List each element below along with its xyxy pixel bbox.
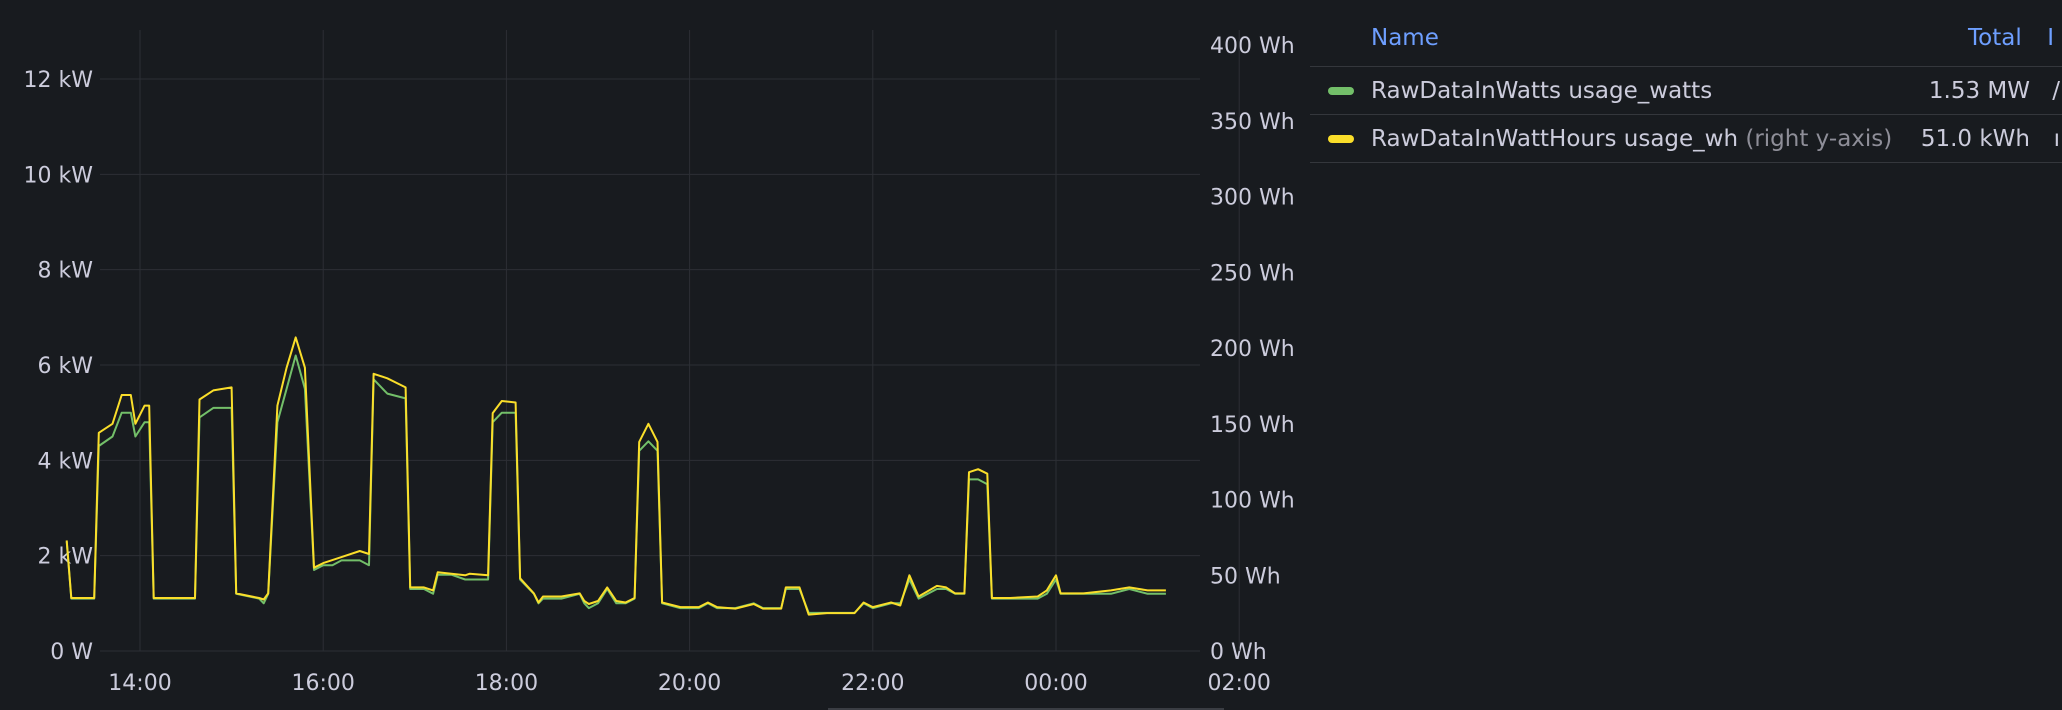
legend-series-clipped-value: ı (2053, 125, 2060, 152)
legend-table: Name Total I RawDataInWatts usage_watts … (1310, 10, 2062, 163)
x-tick-label: 02:00 (1207, 671, 1270, 696)
series-color-swatch[interactable] (1328, 134, 1354, 143)
legend-series-label[interactable]: RawDataInWatts usage_watts (1371, 77, 1713, 104)
y-right-tick-label: 300 Wh (1210, 186, 1295, 211)
legend-axis-note: (right y-axis) (1738, 125, 1893, 152)
y-right-tick-label: 50 Wh (1210, 564, 1281, 589)
x-tick-label: 18:00 (475, 671, 538, 696)
legend-series-clipped-value: / (2052, 77, 2060, 104)
legend-header-total[interactable]: Total (1968, 25, 2022, 51)
x-tick-label: 16:00 (291, 671, 354, 696)
y-right-tick-label: 150 Wh (1210, 413, 1295, 438)
y-left-tick-label: 2 kW (38, 545, 94, 570)
y-right-tick-label: 250 Wh (1210, 261, 1295, 286)
legend-header-name[interactable]: Name (1371, 25, 1439, 51)
legend-series-label[interactable]: RawDataInWattHours usage_wh (right y-axi… (1371, 126, 1892, 152)
x-tick-label: 00:00 (1024, 671, 1087, 696)
legend-series-name: RawDataInWattHours usage_wh (1371, 125, 1739, 152)
series-line-usage-wh[interactable] (65, 336, 1166, 616)
panel-scroll-indicator (828, 708, 1224, 710)
y-left-tick-label: 6 kW (38, 354, 94, 379)
legend-series-total: 51.0 kWh (1920, 125, 2030, 152)
x-tick-label: 22:00 (841, 671, 904, 696)
y-right-tick-label: 0 Wh (1210, 640, 1267, 665)
legend-row-usage-watts[interactable]: RawDataInWatts usage_watts 1.53 MW / (1310, 67, 2062, 115)
x-tick-label: 20:00 (658, 671, 721, 696)
y-left-tick-label: 10 kW (24, 163, 94, 188)
legend-series-total: 1.53 MW (1928, 77, 2030, 104)
y-left-tick-label: 12 kW (24, 68, 94, 93)
x-tick-label: 14:00 (108, 671, 171, 696)
y-left-tick-label: 4 kW (38, 449, 94, 474)
legend-header-more: I (2047, 25, 2054, 51)
y-left-tick-label: 0 W (50, 640, 93, 665)
y-right-tick-label: 200 Wh (1210, 337, 1295, 362)
legend-row-usage-wh[interactable]: RawDataInWattHours usage_wh (right y-axi… (1310, 115, 2062, 163)
y-right-tick-label: 100 Wh (1210, 489, 1295, 514)
y-left-tick-label: 8 kW (38, 259, 94, 284)
y-right-tick-label: 350 Wh (1210, 110, 1295, 135)
y-right-tick-label: 400 Wh (1210, 34, 1295, 59)
legend-header: Name Total I (1310, 10, 2062, 67)
time-series-chart[interactable]: 0 W 2 kW 4 kW 6 kW 8 kW 10 kW 12 kW 0 Wh 50 Wh 10… (0, 0, 1300, 710)
series-color-swatch[interactable] (1328, 86, 1354, 95)
